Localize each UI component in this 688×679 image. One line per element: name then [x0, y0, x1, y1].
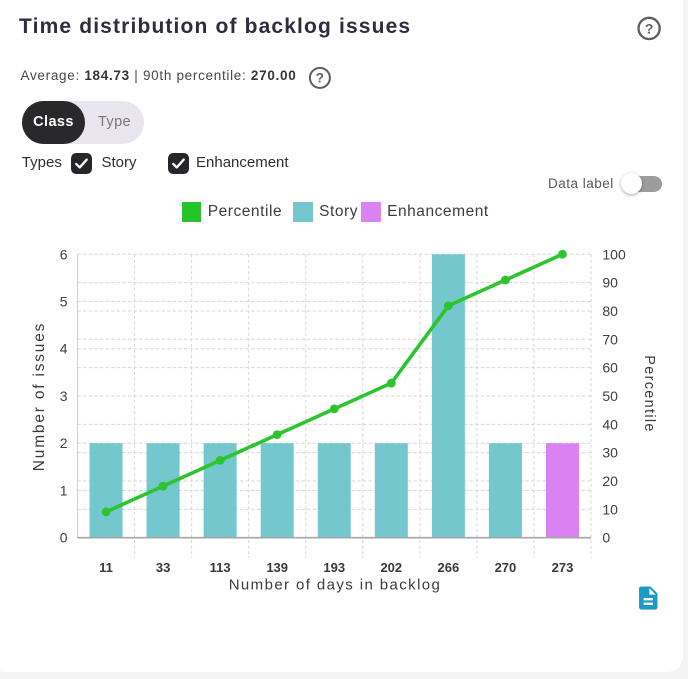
svg-text:?: ? — [316, 71, 324, 86]
svg-text:4: 4 — [60, 341, 68, 357]
svg-text:202: 202 — [380, 560, 402, 575]
svg-text:11: 11 — [99, 560, 113, 575]
svg-text:70: 70 — [602, 331, 618, 347]
svg-text:0: 0 — [602, 530, 610, 546]
svg-text:6: 6 — [60, 246, 68, 262]
svg-text:193: 193 — [323, 560, 345, 575]
svg-text:273: 273 — [552, 560, 574, 575]
svg-text:90: 90 — [602, 275, 618, 291]
svg-text:40: 40 — [602, 416, 618, 432]
svg-text:2: 2 — [60, 435, 68, 451]
svg-text:1: 1 — [60, 482, 68, 498]
svg-text:60: 60 — [602, 360, 618, 376]
svg-text:20: 20 — [602, 473, 618, 489]
svg-text:Number of issues: Number of issues — [31, 322, 48, 471]
svg-text:0: 0 — [60, 530, 68, 546]
svg-text:266: 266 — [438, 560, 460, 575]
svg-text:100: 100 — [602, 246, 626, 262]
svg-text:139: 139 — [266, 560, 288, 575]
svg-text:50: 50 — [602, 388, 618, 404]
svg-text:3: 3 — [60, 388, 68, 404]
svg-text:113: 113 — [210, 560, 231, 575]
svg-text:10: 10 — [602, 501, 618, 517]
svg-text:Percentile: Percentile — [641, 355, 657, 432]
svg-text:80: 80 — [602, 303, 618, 319]
svg-text:Number of days in backlog: Number of days in backlog — [229, 577, 442, 594]
svg-text:5: 5 — [60, 293, 68, 309]
svg-text:270: 270 — [495, 560, 517, 575]
svg-text:30: 30 — [602, 445, 618, 461]
svg-text:?: ? — [644, 20, 653, 36]
svg-text:33: 33 — [156, 560, 170, 575]
